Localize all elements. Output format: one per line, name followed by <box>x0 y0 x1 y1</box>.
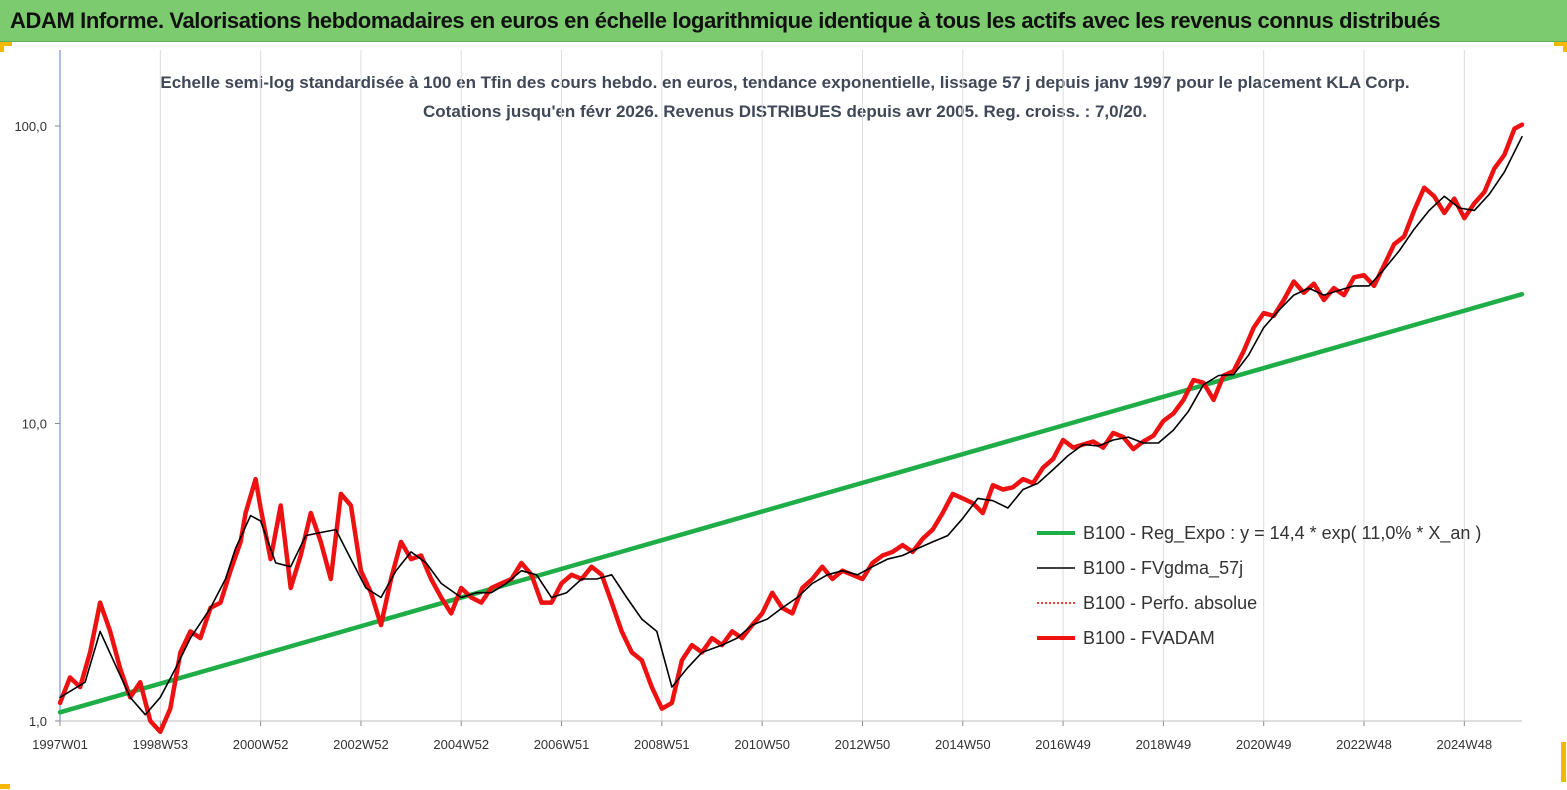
x-tick-label: 1998W53 <box>132 737 188 752</box>
grid-lines <box>159 50 1465 721</box>
chart-subtitle: Echelle semi-log standardisée à 100 en T… <box>160 73 1410 121</box>
x-tick-label: 2014W50 <box>935 737 991 752</box>
chart-legend: B100 - Reg_Expo : y = 14,4 * exp( 11,0% … <box>1037 523 1481 648</box>
corner-marker-bottom-right <box>1561 742 1566 782</box>
y-tick-label: 1,0 <box>29 714 47 729</box>
series-line-1 <box>59 135 1523 716</box>
corner-marker-top-left-vertical <box>0 42 4 52</box>
corner-marker-bottom-left <box>0 784 10 789</box>
x-tick-label: 2024W48 <box>1436 737 1492 752</box>
x-tick-label: 2010W50 <box>734 737 790 752</box>
x-tick-label: 2020W49 <box>1236 737 1292 752</box>
corner-marker-top-right-vertical <box>1563 42 1567 52</box>
x-tick-label: 2018W49 <box>1136 737 1192 752</box>
x-tick-label: 2016W49 <box>1035 737 1091 752</box>
x-tick-label: 2022W48 <box>1336 737 1392 752</box>
axes: 1997W01 1998W53 2000W52 2002W52 2004W52 2006W… <box>14 50 1522 752</box>
corner-marker-top-right <box>1554 42 1567 46</box>
legend-label-1: B100 - FVgdma_57j <box>1083 558 1243 579</box>
x-tick-label: 2008W51 <box>634 737 690 752</box>
x-tick-label: 2004W52 <box>433 737 489 752</box>
legend-label-2: B100 - Perfo. absolue <box>1083 593 1257 613</box>
series-layer <box>57 122 1525 735</box>
y-tick-label: 10,0 <box>22 416 47 431</box>
legend-label-3: B100 - FVADAM <box>1083 628 1215 648</box>
series-line-0 <box>57 291 1525 715</box>
corner-marker-top-left <box>0 42 12 46</box>
banner-title: ADAM Informe. Valorisations hebdomadaire… <box>10 8 1441 33</box>
x-tick-label: 2012W50 <box>835 737 891 752</box>
x-tick-label: 2002W52 <box>333 737 389 752</box>
y-tick-label: 100,0 <box>14 119 47 134</box>
title-banner: ADAM Informe. Valorisations hebdomadaire… <box>0 0 1567 42</box>
series-line-3 <box>57 122 1525 735</box>
x-tick-label: 2006W51 <box>534 737 590 752</box>
legend-label-0: B100 - Reg_Expo : y = 14,4 * exp( 11,0% … <box>1083 523 1481 544</box>
x-tick-label: 2000W52 <box>233 737 289 752</box>
x-tick-label: 1997W01 <box>32 737 88 752</box>
